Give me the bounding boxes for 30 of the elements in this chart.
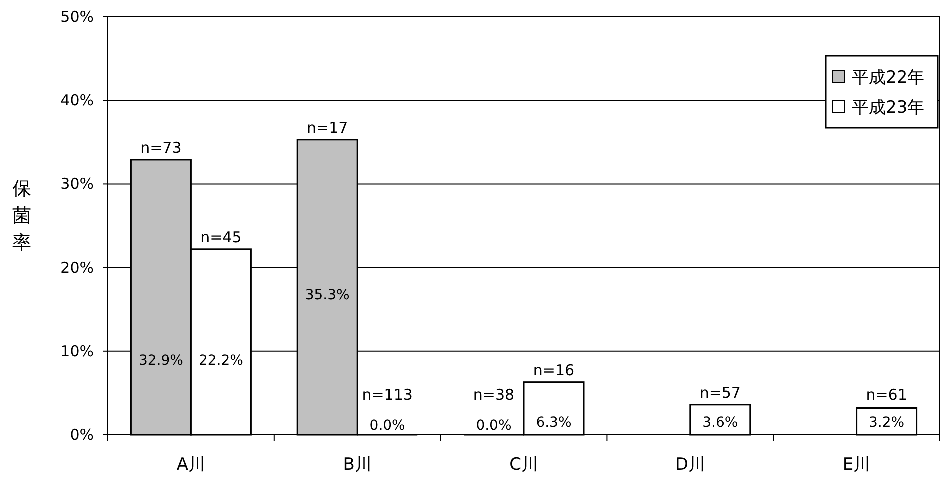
annotation: n=61 bbox=[866, 386, 908, 404]
y-axis-title: 保菌率 bbox=[12, 178, 32, 254]
data-label: 6.3% bbox=[536, 415, 572, 431]
annotation: n=16 bbox=[533, 361, 575, 380]
annotation: n=113 bbox=[362, 386, 413, 404]
data-label: 22.2% bbox=[198, 352, 244, 369]
data-label: 32.9% bbox=[138, 352, 184, 369]
annotation: n=45 bbox=[200, 228, 242, 246]
x-tick-label: E川 bbox=[842, 455, 871, 475]
y-tick-label: 40% bbox=[60, 92, 94, 110]
annotation: n=73 bbox=[140, 138, 182, 157]
legend-label: 平成22年 bbox=[852, 68, 925, 88]
x-tick-label: D川 bbox=[675, 455, 706, 475]
x-tick-label: B川 bbox=[343, 455, 372, 475]
data-label: 3.6% bbox=[702, 415, 738, 431]
y-tick-label: 50% bbox=[60, 8, 94, 26]
x-tick-label: A川 bbox=[176, 455, 206, 475]
data-label: 0.0% bbox=[476, 418, 512, 434]
annotation: n=17 bbox=[307, 118, 348, 137]
legend-label: 平成23年 bbox=[852, 98, 925, 118]
y-tick-label: 10% bbox=[60, 342, 94, 360]
data-label: 0.0% bbox=[370, 418, 406, 434]
x-tick-label: C川 bbox=[510, 455, 538, 475]
data-label: 3.2% bbox=[869, 415, 905, 431]
y-tick-label: 0% bbox=[70, 426, 94, 444]
y-tick-label: 20% bbox=[60, 258, 94, 277]
y-tick-label: 30% bbox=[60, 175, 94, 194]
annotation: n=38 bbox=[473, 386, 515, 404]
data-label: 35.3% bbox=[305, 287, 350, 304]
annotation: n=57 bbox=[700, 384, 741, 402]
